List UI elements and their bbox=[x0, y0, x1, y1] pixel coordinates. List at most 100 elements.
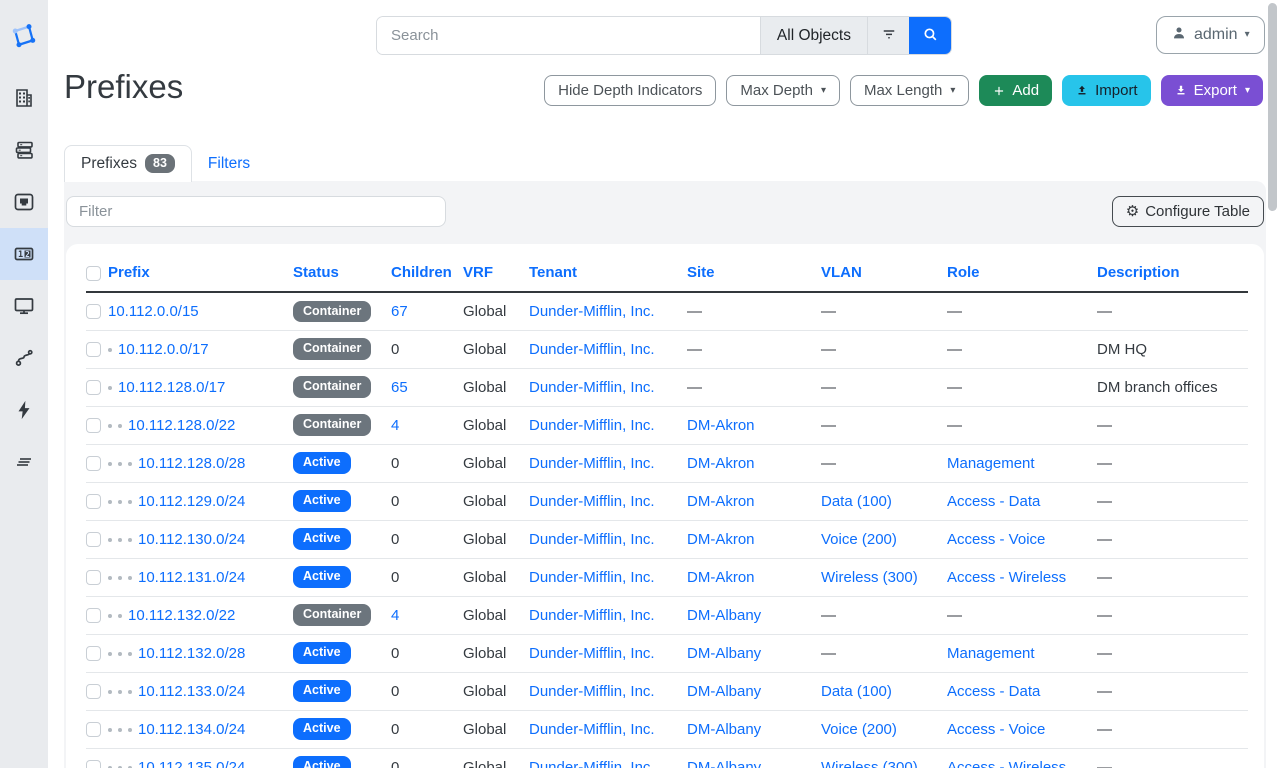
site-link[interactable]: DM-Akron bbox=[687, 568, 755, 586]
prefix-link[interactable]: 10.112.128.0/17 bbox=[118, 378, 226, 396]
search-scope-dropdown[interactable]: All Objects bbox=[759, 17, 867, 54]
row-checkbox[interactable] bbox=[86, 646, 101, 662]
row-checkbox[interactable] bbox=[86, 684, 101, 700]
site-link[interactable]: DM-Akron bbox=[687, 530, 755, 548]
max-depth-dropdown[interactable]: Max Depth ▾ bbox=[726, 75, 840, 106]
tenant-link[interactable]: Dunder-Mifflin, Inc. bbox=[529, 720, 655, 738]
row-checkbox[interactable] bbox=[86, 418, 101, 434]
site-link[interactable]: DM-Akron bbox=[687, 416, 755, 434]
sidebar-item-devices[interactable] bbox=[0, 124, 48, 176]
add-button[interactable]: Add bbox=[979, 75, 1053, 106]
prefix-link[interactable]: 10.112.132.0/28 bbox=[138, 644, 246, 662]
prefix-link[interactable]: 10.112.0.0/15 bbox=[108, 302, 199, 320]
tenant-link[interactable]: Dunder-Mifflin, Inc. bbox=[529, 416, 655, 434]
children-link[interactable]: 67 bbox=[391, 302, 408, 320]
select-all-checkbox[interactable] bbox=[86, 265, 101, 281]
site-link[interactable]: DM-Albany bbox=[687, 606, 762, 624]
search-filter-button[interactable] bbox=[867, 17, 909, 54]
tenant-link[interactable]: Dunder-Mifflin, Inc. bbox=[529, 454, 655, 472]
row-checkbox[interactable] bbox=[86, 494, 101, 510]
row-checkbox[interactable] bbox=[86, 722, 101, 738]
prefix-link[interactable]: 10.112.130.0/24 bbox=[138, 530, 246, 548]
hide-depth-indicators-button[interactable]: Hide Depth Indicators bbox=[544, 75, 717, 106]
tenant-link[interactable]: Dunder-Mifflin, Inc. bbox=[529, 302, 655, 320]
children-link[interactable]: 4 bbox=[391, 606, 400, 624]
prefix-link[interactable]: 10.112.135.0/24 bbox=[138, 758, 246, 768]
max-length-dropdown[interactable]: Max Length ▾ bbox=[849, 75, 970, 106]
role-link[interactable]: Access - Wireless bbox=[947, 568, 1067, 586]
column-header-link[interactable]: Tenant bbox=[529, 264, 578, 281]
netbox-logo[interactable] bbox=[0, 0, 48, 72]
prefix-link[interactable]: 10.112.129.0/24 bbox=[138, 492, 246, 510]
site-link[interactable]: DM-Akron bbox=[687, 454, 755, 472]
vlan-link[interactable]: Wireless (300) bbox=[821, 568, 918, 586]
tenant-link[interactable]: Dunder-Mifflin, Inc. bbox=[529, 340, 655, 358]
tenant-link[interactable]: Dunder-Mifflin, Inc. bbox=[529, 530, 655, 548]
column-header-link[interactable]: Description bbox=[1097, 264, 1180, 281]
site-link[interactable]: DM-Akron bbox=[687, 492, 755, 510]
vlan-link[interactable]: Voice (200) bbox=[821, 530, 897, 548]
prefix-link[interactable]: 10.112.131.0/24 bbox=[138, 568, 246, 586]
tenant-link[interactable]: Dunder-Mifflin, Inc. bbox=[529, 682, 655, 700]
sidebar-item-organization[interactable] bbox=[0, 72, 48, 124]
column-header-link[interactable]: Status bbox=[293, 264, 339, 281]
row-checkbox[interactable] bbox=[86, 532, 101, 548]
column-header-link[interactable]: Site bbox=[687, 264, 715, 281]
sidebar-item-virtualization[interactable] bbox=[0, 280, 48, 332]
prefix-link[interactable]: 10.112.128.0/22 bbox=[128, 416, 236, 434]
prefix-link[interactable]: 10.112.128.0/28 bbox=[138, 454, 246, 472]
prefix-link[interactable]: 10.112.133.0/24 bbox=[138, 682, 246, 700]
children-link[interactable]: 4 bbox=[391, 416, 400, 434]
prefix-link[interactable]: 10.112.134.0/24 bbox=[138, 720, 246, 738]
column-header-link[interactable]: Role bbox=[947, 264, 980, 281]
role-link[interactable]: Access - Voice bbox=[947, 720, 1046, 738]
column-header-link[interactable]: VRF bbox=[463, 264, 493, 281]
role-link[interactable]: Access - Data bbox=[947, 492, 1041, 510]
column-header-link[interactable]: VLAN bbox=[821, 264, 862, 281]
vlan-link[interactable]: Data (100) bbox=[821, 682, 892, 700]
sidebar-item-overlays[interactable] bbox=[0, 436, 48, 488]
tenant-link[interactable]: Dunder-Mifflin, Inc. bbox=[529, 758, 655, 768]
row-checkbox[interactable] bbox=[86, 608, 101, 624]
row-checkbox[interactable] bbox=[86, 342, 101, 358]
role-link[interactable]: Management bbox=[947, 454, 1035, 472]
tab-filters[interactable]: Filters bbox=[192, 147, 266, 182]
vlan-link[interactable]: Data (100) bbox=[821, 492, 892, 510]
user-menu-button[interactable]: admin ▾ bbox=[1156, 16, 1265, 54]
site-link[interactable]: DM-Albany bbox=[687, 644, 762, 662]
table-filter-input[interactable] bbox=[66, 196, 446, 227]
children-link[interactable]: 65 bbox=[391, 378, 408, 396]
tenant-link[interactable]: Dunder-Mifflin, Inc. bbox=[529, 378, 655, 396]
prefix-link[interactable]: 10.112.0.0/17 bbox=[118, 340, 209, 358]
site-link[interactable]: DM-Albany bbox=[687, 758, 762, 768]
sidebar-item-connections[interactable] bbox=[0, 176, 48, 228]
export-dropdown[interactable]: Export ▾ bbox=[1160, 75, 1263, 106]
row-checkbox[interactable] bbox=[86, 760, 101, 768]
tenant-link[interactable]: Dunder-Mifflin, Inc. bbox=[529, 644, 655, 662]
site-link[interactable]: DM-Albany bbox=[687, 682, 762, 700]
role-link[interactable]: Management bbox=[947, 644, 1035, 662]
site-link[interactable]: DM-Albany bbox=[687, 720, 762, 738]
sidebar-item-circuits[interactable] bbox=[0, 332, 48, 384]
configure-table-button[interactable]: ⚙ Configure Table bbox=[1111, 196, 1264, 227]
role-link[interactable]: Access - Wireless bbox=[947, 758, 1067, 768]
import-button[interactable]: Import bbox=[1062, 75, 1151, 106]
role-link[interactable]: Access - Voice bbox=[947, 530, 1046, 548]
tab-prefixes[interactable]: Prefixes 83 bbox=[64, 145, 192, 182]
row-checkbox[interactable] bbox=[86, 570, 101, 586]
row-checkbox[interactable] bbox=[86, 380, 101, 396]
scrollbar-thumb[interactable] bbox=[1268, 3, 1277, 211]
sidebar-item-ipam[interactable]: 1 2 bbox=[0, 228, 48, 280]
column-header-link[interactable]: Children bbox=[391, 264, 452, 281]
tenant-link[interactable]: Dunder-Mifflin, Inc. bbox=[529, 492, 655, 510]
vlan-link[interactable]: Wireless (300) bbox=[821, 758, 918, 768]
tenant-link[interactable]: Dunder-Mifflin, Inc. bbox=[529, 568, 655, 586]
role-link[interactable]: Access - Data bbox=[947, 682, 1041, 700]
scrollbar-track[interactable] bbox=[1266, 0, 1280, 768]
prefix-link[interactable]: 10.112.132.0/22 bbox=[128, 606, 236, 624]
search-input[interactable] bbox=[377, 17, 760, 54]
tenant-link[interactable]: Dunder-Mifflin, Inc. bbox=[529, 606, 655, 624]
row-checkbox[interactable] bbox=[86, 456, 101, 472]
row-checkbox[interactable] bbox=[86, 304, 101, 320]
vlan-link[interactable]: Voice (200) bbox=[821, 720, 897, 738]
